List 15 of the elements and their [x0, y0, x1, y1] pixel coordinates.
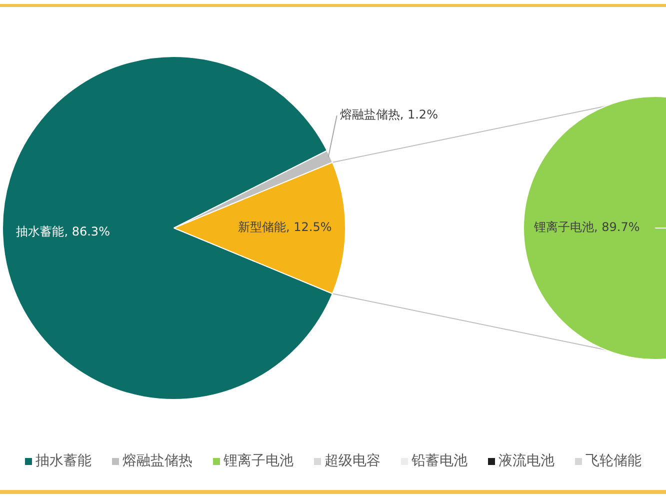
slice-label: 锂离子电池 — [533, 220, 594, 234]
slice-label: 熔融盐储热 — [340, 108, 400, 122]
data-label: , 86.3% — [64, 224, 110, 238]
legend-label: 铅蓄电池 — [412, 452, 468, 470]
slice-label: 抽水蓄能 — [16, 224, 64, 238]
data-label: , 12.5% — [286, 220, 332, 234]
slice-label: 新型储能 — [238, 220, 286, 234]
legend-label: 液流电池 — [498, 452, 554, 470]
legend-label: 抽水蓄能 — [36, 452, 92, 470]
legend-label: 飞轮储能 — [586, 452, 642, 470]
legend-label: 超级电容 — [324, 452, 380, 470]
data-label: , 89.7% — [594, 220, 640, 234]
legend-label: 熔融盐储热 — [122, 452, 192, 470]
data-label: , 1.2% — [400, 108, 438, 122]
legend-label: 锂离子电池 — [224, 452, 294, 470]
